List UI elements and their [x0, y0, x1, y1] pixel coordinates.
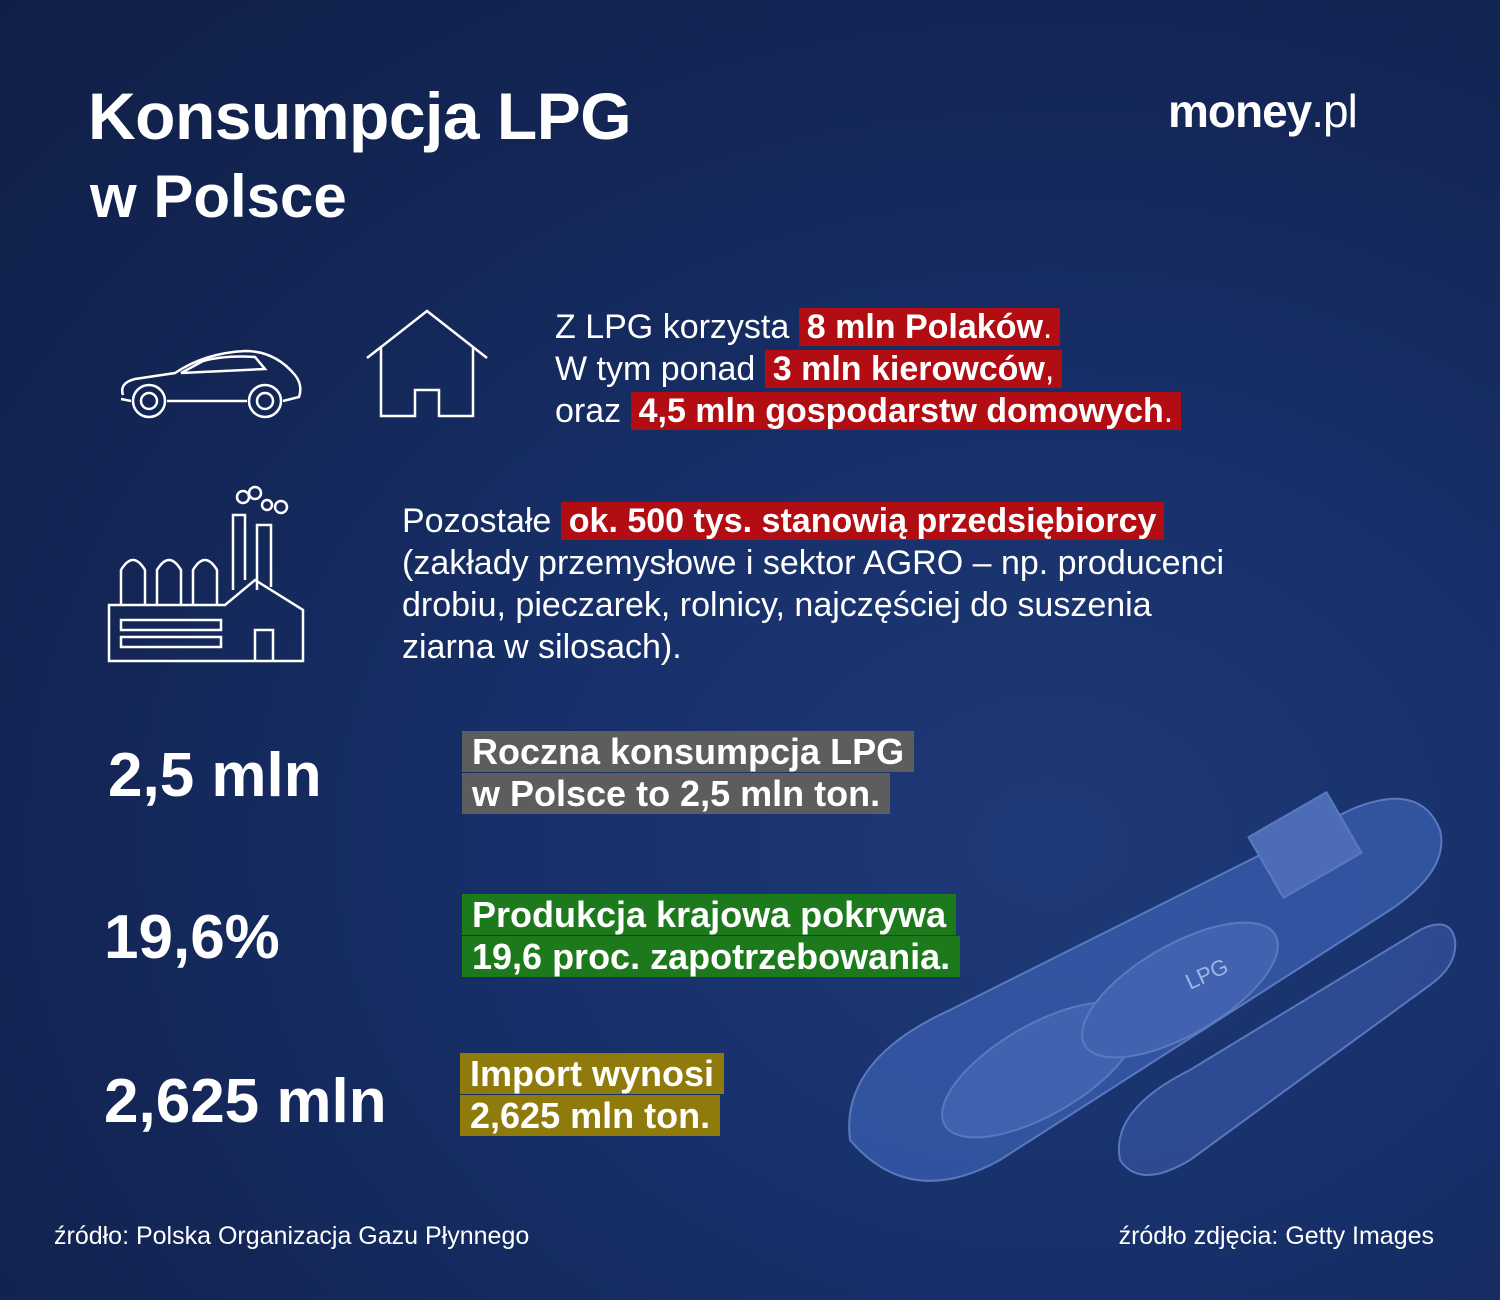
- stat-box-import: Import wynosi 2,625 mln ton.: [460, 1053, 725, 1137]
- comma: ,: [1044, 350, 1055, 388]
- business-highlight: ok. 500 tys. stanowią przedsiębiorcy: [560, 502, 1165, 540]
- stat-line: Import wynosi: [460, 1053, 725, 1094]
- page-subtitle: w Polsce: [90, 163, 347, 230]
- logo-suffix: .pl: [1311, 85, 1358, 137]
- users-line2-highlight: 3 mln kierowców: [772, 350, 1045, 388]
- business-plain: Pozostałe: [402, 502, 552, 540]
- period: .: [1042, 308, 1053, 346]
- users-text: Z LPG korzysta 8 mln Polaków. W tym pona…: [555, 306, 1182, 432]
- stat-value-production: 19,6%: [104, 903, 280, 972]
- page-title: Konsumpcja LPG: [88, 79, 632, 153]
- users-line3-plain: oraz: [555, 392, 622, 430]
- stat-value-import: 2,625 mln: [104, 1067, 387, 1136]
- stat-value-consumption: 2,5 mln: [108, 741, 322, 810]
- house-icon: [366, 309, 488, 418]
- stat-line: Produkcja krajowa pokrywa: [462, 894, 957, 935]
- source-note: źródło: Polska Organizacja Gazu Płynnego: [54, 1222, 530, 1250]
- logo: money.pl: [1168, 84, 1358, 138]
- period: .: [1163, 392, 1174, 430]
- users-line3-highlight: 4,5 mln gospodarstw domowych: [638, 392, 1164, 430]
- users-line1-plain: Z LPG korzysta: [555, 308, 790, 346]
- business-line: drobiu, pieczarek, rolnicy, najczęściej …: [402, 586, 1152, 624]
- stat-box-consumption: Roczna konsumpcja LPG w Polsce to 2,5 ml…: [462, 731, 915, 815]
- stat-line: Roczna konsumpcja LPG: [462, 731, 915, 772]
- stat-line: 19,6 proc. zapotrzebowania.: [462, 936, 961, 977]
- ship-photo: LPG: [848, 790, 1457, 1182]
- business-text: Pozostałe ok. 500 tys. stanowią przedsię…: [402, 500, 1224, 668]
- logo-main: money: [1168, 85, 1312, 137]
- business-line: ziarna w silosach).: [402, 628, 682, 666]
- stat-line: w Polsce to 2,5 mln ton.: [462, 773, 891, 814]
- business-line: (zakłady przemysłowe i sektor AGRO – np.…: [402, 544, 1225, 582]
- stat-line: 2,625 mln ton.: [460, 1095, 721, 1136]
- car-icon: [120, 349, 302, 419]
- users-line1-highlight: 8 mln Polaków: [806, 308, 1043, 346]
- factory-icon: [107, 485, 305, 663]
- users-line2-plain: W tym ponad: [555, 350, 756, 388]
- stat-box-production: Produkcja krajowa pokrywa 19,6 proc. zap…: [462, 894, 961, 978]
- photo-source-note: źródło zdjęcia: Getty Images: [1118, 1222, 1434, 1250]
